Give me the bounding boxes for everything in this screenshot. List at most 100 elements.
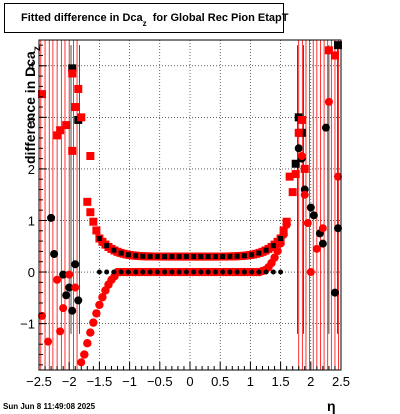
y-tick-label: 2 — [28, 162, 35, 177]
data-point-circle — [297, 152, 306, 161]
data-point-circle — [306, 268, 315, 277]
data-point-circle — [47, 213, 56, 222]
fit-square-marker — [125, 252, 131, 258]
fit-circle-marker — [125, 269, 131, 275]
fit-circle-marker — [169, 269, 175, 275]
data-point-square — [74, 84, 83, 93]
fit-circle-marker — [162, 269, 168, 275]
chart-title-box: Fitted difference in Dcaz for Global Rec… — [4, 3, 288, 33]
fit-circle-marker — [282, 220, 291, 229]
fit-circle-marker — [92, 309, 101, 318]
fit-circle-marker — [154, 269, 160, 275]
data-point-circle — [68, 306, 77, 315]
data-point-square — [68, 69, 77, 78]
y-axis-ticks: −1 0 1 2 3 4 — [20, 44, 47, 366]
data-point-circle — [306, 203, 315, 212]
fit-square-marker — [241, 253, 247, 259]
fit-square-marker — [220, 254, 226, 260]
fit-square-marker — [133, 253, 139, 259]
data-point-circle — [333, 172, 342, 181]
fit-square-marker — [278, 236, 284, 242]
fit-circle-marker — [104, 269, 110, 275]
fit-circle-marker — [96, 269, 102, 275]
x-tick-label: −2 — [62, 374, 77, 389]
data-point-circle — [59, 304, 68, 313]
x-tick-label: −0.5 — [147, 374, 173, 389]
fit-square-marker — [256, 250, 262, 256]
chart-title-suffix: for Global Rec Pion EtapT — [152, 12, 289, 24]
fit-square-marker — [183, 254, 189, 260]
fit-square-marker — [89, 217, 98, 226]
data-point-square — [285, 172, 294, 181]
fit-circle-marker — [270, 253, 279, 262]
data-point-square — [324, 46, 333, 55]
data-point-square — [294, 128, 303, 137]
x-tick-label: 0.5 — [211, 374, 229, 389]
x-tick-label: 2 — [307, 374, 314, 389]
fit-circle-marker — [83, 339, 92, 348]
fit-square-marker — [176, 254, 182, 260]
fit-circle-marker — [98, 293, 107, 302]
data-point-square — [77, 113, 86, 122]
fit-square-marker — [263, 247, 269, 253]
fit-circle-marker — [234, 269, 240, 275]
data-point-circle — [50, 249, 59, 258]
data-point-circle — [330, 288, 339, 297]
fit-circle-marker — [191, 269, 197, 275]
data-point-square — [291, 159, 300, 168]
fit-square-marker — [191, 254, 197, 260]
chart-title: Fitted difference in Dcaz for Global Rec… — [21, 12, 289, 28]
data-point-circle — [318, 224, 327, 233]
x-tick-label: −1.5 — [87, 374, 113, 389]
fit-circle-marker — [133, 269, 139, 275]
timestamp: Sun Jun 8 11:49:08 2025 — [3, 402, 96, 411]
x-tick-label: −1 — [122, 374, 137, 389]
fit-square-marker — [162, 254, 168, 260]
data-point-square — [291, 170, 300, 179]
data-point-circle — [65, 270, 74, 279]
data-point-circle — [324, 97, 333, 106]
fit-circle-marker — [183, 269, 189, 275]
fit-circle-marker — [212, 269, 218, 275]
fit-circle-marker — [276, 239, 285, 248]
fit-circle-marker — [176, 269, 182, 275]
data-point-square — [297, 115, 306, 124]
y-axis-label-subscript: z — [32, 46, 43, 52]
fit-circle-marker — [86, 328, 95, 337]
data-point-circle — [318, 239, 327, 248]
fit-square-marker — [92, 226, 101, 235]
fit-circle-marker — [198, 269, 204, 275]
fit-square-marker — [118, 250, 124, 256]
data-point-circle — [44, 337, 53, 346]
fit-square-marker — [154, 254, 160, 260]
x-tick-label: 1.5 — [272, 374, 290, 389]
data-point-square — [288, 188, 297, 197]
data-point-circle — [333, 224, 342, 233]
y-tick-label: 3 — [28, 110, 35, 125]
data-point-circle — [294, 144, 303, 153]
data-point-circle — [74, 296, 83, 305]
data-point-circle — [312, 244, 321, 253]
fit-circle-marker — [249, 269, 255, 275]
data-point-square — [71, 103, 80, 112]
fit-square-marker — [270, 243, 276, 249]
data-point-circle — [309, 211, 318, 220]
data-point-circle — [56, 327, 65, 336]
fit-circle-marker — [263, 269, 269, 275]
x-tick-label: 1 — [247, 374, 254, 389]
x-axis-ticks: −2.5 −2 −1.5 −1 −0.5 0 0.5 1 1.5 2 2.5 — [26, 362, 350, 389]
x-tick-label: 0 — [186, 374, 193, 389]
fit-circle-marker — [140, 269, 146, 275]
fit-circle-marker — [273, 246, 282, 256]
fit-circle-marker — [147, 269, 153, 275]
fit-square-marker — [83, 197, 92, 206]
error-lines — [40, 40, 339, 370]
y-axis-label: difference in Dcaz — [22, 46, 43, 164]
fit-circle-marker — [227, 269, 233, 275]
data-point-circle — [38, 311, 47, 320]
data-points — [38, 41, 342, 367]
y-tick-label: 1 — [28, 213, 35, 228]
data-point-circle — [303, 219, 312, 228]
data-point-square — [68, 64, 77, 73]
